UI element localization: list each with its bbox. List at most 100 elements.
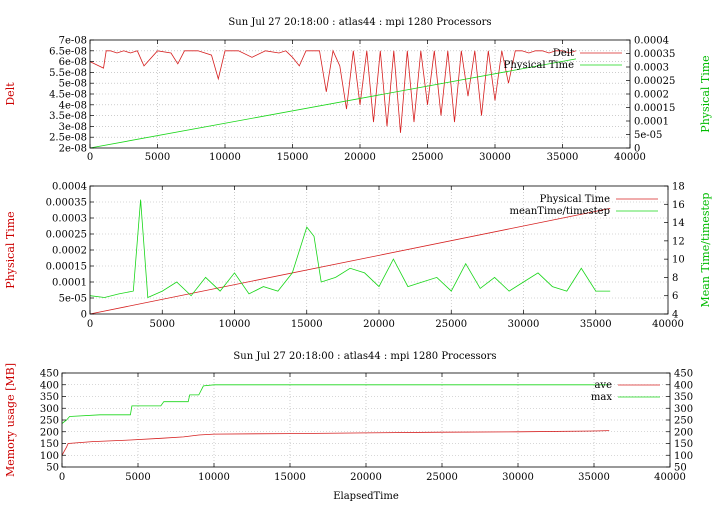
chart3-series-max-line xyxy=(61,384,610,424)
chart3-ytick-label: 350 xyxy=(40,392,59,403)
chart2-ytick-label: 0.00035 xyxy=(46,198,87,209)
chart1-xtick-label: 5000 xyxy=(145,152,170,163)
chart3-legend-max-label: max xyxy=(591,392,612,403)
chart3-y2tick-label: 250 xyxy=(674,416,693,427)
chart2-y2tick-label: 14 xyxy=(672,218,685,229)
chart1-xtick-label: 35000 xyxy=(547,152,579,163)
chart1-series-delt-line xyxy=(89,49,577,133)
chart3-y2tick-label: 150 xyxy=(674,439,693,450)
chart2-ytick-label: 0.0002 xyxy=(52,246,87,257)
chart2-xtick-label: 40000 xyxy=(652,319,684,330)
chart1-ytick-label: 7e-08 xyxy=(59,36,87,47)
chart2-legend-mean-label: meanTime/timestep xyxy=(509,206,610,217)
chart1-xtick-label: 25000 xyxy=(412,152,444,163)
chart1-xtick-label: 40000 xyxy=(614,152,646,163)
chart3-xtick-label: 30000 xyxy=(502,472,534,483)
chart2-ticks: 0 5000 10000 15000 20000 25000 30000 35000 40000… xyxy=(46,182,685,331)
chart3-y2tick-label: 100 xyxy=(674,451,693,462)
chart2-series-layer xyxy=(89,199,611,315)
chart3-xtick-label: 10000 xyxy=(198,472,230,483)
chart3-ylabel: Memory usage [MB] xyxy=(4,363,17,477)
chart3-ytick-label: 400 xyxy=(40,380,59,391)
chart2-ytick-label: 5e-05 xyxy=(59,294,87,305)
chart2-xtick-label: 35000 xyxy=(580,319,612,330)
chart2-y2tick-label: 18 xyxy=(672,182,685,193)
chart3-y2tick-label: 300 xyxy=(674,404,693,415)
chart3-ytick-label: 300 xyxy=(40,404,59,415)
chart1-series-layer xyxy=(89,49,577,149)
chart2-xtick-label: 25000 xyxy=(435,319,467,330)
chart2-ytick-label: 0.0003 xyxy=(52,214,87,225)
chart1-y2tick-label: 0.0001 xyxy=(634,117,669,128)
chart2-ytick-label: 0.00025 xyxy=(46,230,87,241)
chart2-xtick-label: 30000 xyxy=(508,319,540,330)
chart1-xtick-label: 20000 xyxy=(344,152,376,163)
chart3-ytick-label: 150 xyxy=(40,439,59,450)
chart2-ytick-label: 0.0001 xyxy=(52,278,87,289)
chart2-series-physical-time-line xyxy=(89,208,611,315)
chart3-xtick-label: 20000 xyxy=(350,472,382,483)
chart2-y2tick-label: 10 xyxy=(672,255,685,266)
chart1-ytick-label: 4.5e-08 xyxy=(49,90,87,101)
chart1-xtick-label: 0 xyxy=(87,152,93,163)
chart2-legend: Physical Time meanTime/timestep xyxy=(509,194,658,217)
chart2-ylabel: Physical Time xyxy=(4,211,17,288)
chart3-ytick-label: 450 xyxy=(40,369,59,380)
chart3-xtick-label: 0 xyxy=(59,472,65,483)
chart3-series-ave-line xyxy=(61,430,610,456)
chart2-xtick-label: 20000 xyxy=(363,319,395,330)
chart3-y2tick-label: 350 xyxy=(674,392,693,403)
chart1-ticks: 0 5000 10000 15000 20000 25000 30000 35000 40000… xyxy=(49,36,675,164)
chart1-ytick-label: 2.5e-08 xyxy=(49,133,87,144)
chart2-xtick-label: 5000 xyxy=(150,319,175,330)
chart2-y2tick-label: 8 xyxy=(672,273,678,284)
chart2-ytick-label: 0.0004 xyxy=(52,182,87,193)
chart1-y2tick-label: 0.00025 xyxy=(634,76,675,87)
chart3-legend-ave-label: ave xyxy=(594,380,612,391)
chart1-ytick-label: 4e-08 xyxy=(59,100,87,111)
chart2-legend-physical-label: Physical Time xyxy=(540,194,610,205)
chart1-legend-physical-label: Physical Time xyxy=(504,60,574,71)
chart1-xtick-label: 30000 xyxy=(479,152,511,163)
chart1-xtick-label: 15000 xyxy=(277,152,309,163)
chart3-xtick-label: 5000 xyxy=(125,472,150,483)
chart3-xtick-label: 25000 xyxy=(426,472,458,483)
chart3-y2tick-label: 400 xyxy=(674,380,693,391)
chart1-ytick-label: 3.5e-08 xyxy=(49,111,87,122)
chart3-grid xyxy=(62,373,670,467)
chart1-y2tick-label: 0.00035 xyxy=(634,49,675,60)
chart3-ticks: 0 5000 10000 15000 20000 25000 30000 35000 40000… xyxy=(40,369,693,484)
chart1-y2tick-label: 0 xyxy=(634,144,640,155)
chart3-ytick-label: 100 xyxy=(40,451,59,462)
chart3-series-layer xyxy=(61,384,610,456)
chart1-ytick-label: 6e-08 xyxy=(59,57,87,68)
chart1-xtick-label: 10000 xyxy=(209,152,241,163)
chart1-ytick-label: 5.5e-08 xyxy=(49,68,87,79)
chart3-xlabel: ElapsedTime xyxy=(333,491,399,502)
chart1-y2tick-label: 0.0003 xyxy=(634,63,669,74)
chart1-y2label: Physical Time xyxy=(699,55,712,132)
chart3-y2tick-label: 50 xyxy=(674,463,687,474)
chart1-legend: Delt Physical Time xyxy=(504,48,622,71)
chart3-xtick-label: 35000 xyxy=(578,472,610,483)
chart2-y2tick-label: 4 xyxy=(672,310,678,321)
chart1-ytick-label: 2e-08 xyxy=(59,144,87,155)
chart2-y2label: Mean Time/timestep xyxy=(699,193,712,308)
chart3-xtick-label: 40000 xyxy=(654,472,686,483)
chart2-series-meantime-timestep-line xyxy=(89,199,611,299)
chart1-ylabel: Delt xyxy=(4,82,17,106)
chart2-grid xyxy=(90,186,668,314)
chart2-ytick-label: 0 xyxy=(81,310,87,321)
chart3-legend: ave max xyxy=(591,380,660,403)
chart2-xtick-label: 15000 xyxy=(291,319,323,330)
chart2-y2tick-label: 12 xyxy=(672,236,685,247)
chart2-y2tick-label: 6 xyxy=(672,291,678,302)
chart3-ytick-label: 200 xyxy=(40,427,59,438)
chart2-xtick-label: 10000 xyxy=(219,319,251,330)
chart1-grid xyxy=(90,40,630,148)
chart3-y2tick-label: 200 xyxy=(674,427,693,438)
chart3-xtick-label: 15000 xyxy=(274,472,306,483)
chart1-y2tick-label: 0.0004 xyxy=(634,36,669,47)
chart1-ytick-label: 3e-08 xyxy=(59,122,87,133)
